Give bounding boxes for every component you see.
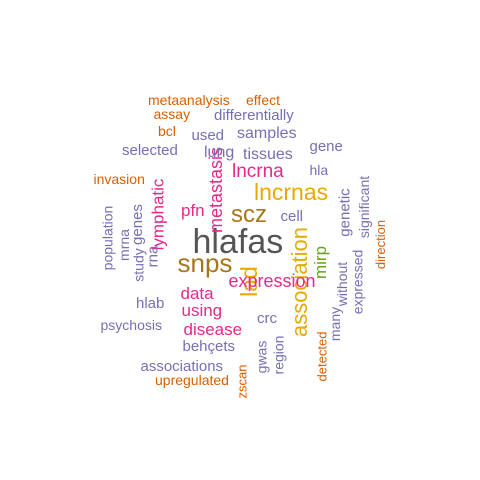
word-cell: cell xyxy=(280,207,304,225)
word-disease: disease xyxy=(183,319,243,339)
word-hla: hla xyxy=(309,162,329,178)
word-many: many xyxy=(327,306,344,342)
word-bcl: bcl xyxy=(158,123,176,139)
word-gwas: gwas xyxy=(252,340,269,374)
word-lymphatic: lymphatic xyxy=(148,178,168,250)
word-metaanalysis: metaanalysis xyxy=(148,92,230,108)
word-lncrna: lncrna xyxy=(232,160,284,182)
word-differentially: differentially xyxy=(214,106,294,124)
word-lung: lung xyxy=(204,144,235,161)
word-study: study xyxy=(130,248,147,282)
word-assay: assay xyxy=(153,106,191,122)
word-without: without xyxy=(334,261,351,307)
word-detected: detected xyxy=(314,331,330,381)
word-region: region xyxy=(269,335,286,375)
word-behets: behçets xyxy=(182,337,236,355)
word-invasion: invasion xyxy=(93,171,145,187)
word-zscan: zscan xyxy=(234,364,250,398)
word-rna: rna xyxy=(144,245,162,267)
word-gene: gene xyxy=(309,137,343,155)
word-effect: effect xyxy=(246,92,280,108)
word-genetic: genetic xyxy=(336,187,354,237)
word-expression: expression xyxy=(228,271,316,291)
word-mrna: mrna xyxy=(115,229,132,261)
word-crc: crc xyxy=(257,309,277,327)
word-pfn: pfn xyxy=(181,200,205,220)
word-used: used xyxy=(191,126,225,144)
word-hlab: hlab xyxy=(136,294,165,312)
word-significant: significant xyxy=(356,175,373,239)
word-upregulated: upregulated xyxy=(155,372,229,388)
word-using: using xyxy=(181,300,223,320)
word-psychosis: psychosis xyxy=(100,317,162,333)
word-data: data xyxy=(180,283,214,303)
word-selected: selected xyxy=(122,141,178,159)
word-scz: scz xyxy=(231,201,267,228)
word-hlafas: hlafas xyxy=(192,223,284,261)
word-direction: direction xyxy=(372,219,388,269)
word-tissues: tissues xyxy=(243,146,293,163)
word-mirp: mirp xyxy=(310,245,330,279)
word-expressed: expressed xyxy=(348,249,365,315)
word-snps: snps xyxy=(177,248,233,278)
word-samples: samples xyxy=(237,125,297,142)
word-population: population xyxy=(98,205,115,271)
word-associations: associations xyxy=(140,357,224,375)
word-lncrnas: lncrnas xyxy=(254,178,329,205)
